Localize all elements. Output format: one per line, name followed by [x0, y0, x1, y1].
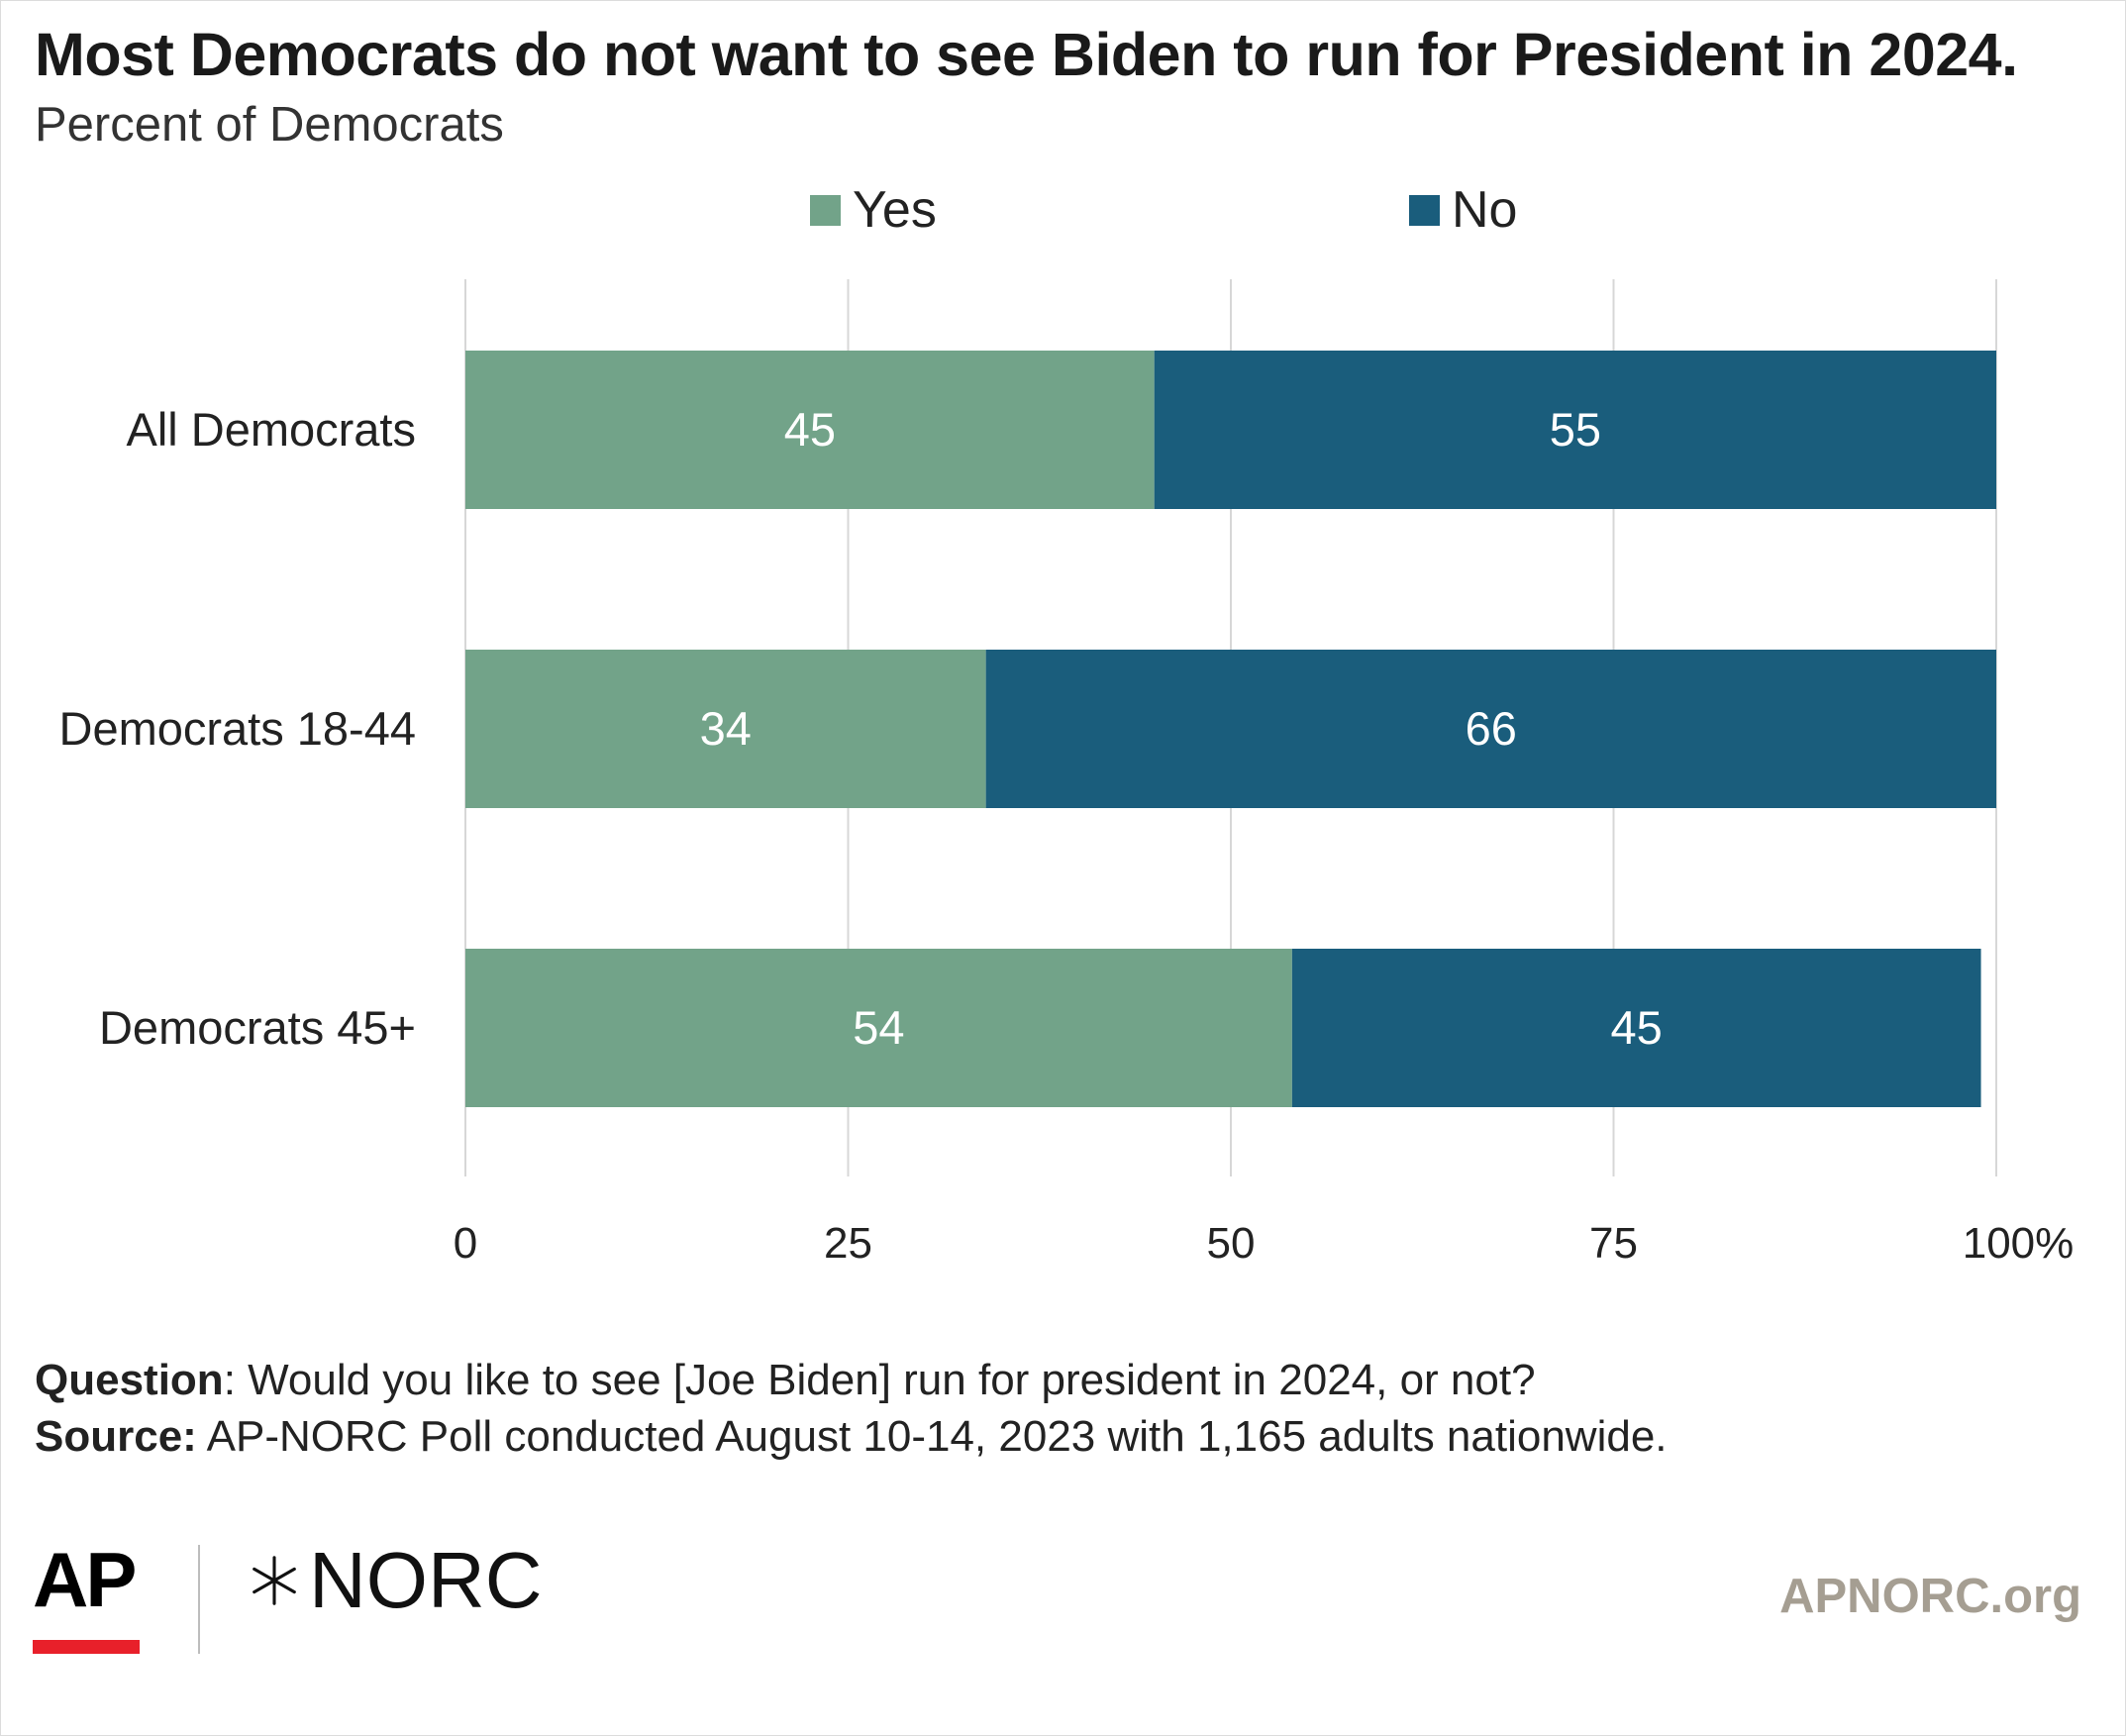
logo-divider	[198, 1545, 200, 1654]
norc-star-icon	[253, 1556, 296, 1605]
chart-title: Most Democrats do not want to see Biden …	[35, 21, 2018, 88]
data-label-no: 45	[1611, 1001, 1663, 1054]
legend-label-yes: Yes	[853, 181, 937, 239]
ap-logo-underline	[33, 1640, 140, 1654]
x-tick-label-75: 75	[1589, 1219, 1638, 1268]
bar-no	[1291, 949, 1981, 1107]
bar-chart: 0 25 50 75 100% All Democrats 45 55 Democrats 18…	[59, 279, 2075, 1268]
legend-swatch-yes	[810, 194, 841, 226]
legend-item-yes: Yes	[810, 180, 937, 240]
question-line: Question: Would you like to see [Joe Bid…	[35, 1352, 1668, 1408]
bar-yes	[465, 949, 1292, 1107]
bar-yes	[465, 351, 1155, 509]
data-label-no: 66	[1466, 702, 1517, 755]
source-text: AP-NORC Poll conducted August 10-14, 202…	[196, 1412, 1668, 1461]
legend-item-no: No	[1409, 180, 1517, 240]
ap-logo: AP	[33, 1536, 137, 1623]
norc-logo: NORC	[246, 1535, 543, 1626]
bar-no	[985, 650, 1996, 808]
legend-swatch-no	[1409, 194, 1440, 226]
data-label-yes: 34	[700, 702, 752, 755]
data-label-no: 55	[1550, 403, 1601, 456]
category-label: Democrats 45+	[99, 1001, 416, 1054]
question-text: : Would you like to see [Joe Biden] run …	[223, 1356, 1536, 1404]
category-label: All Democrats	[126, 403, 416, 456]
site-url: APNORC.org	[1779, 1570, 2081, 1623]
source-label: Source:	[35, 1412, 197, 1461]
chart-subtitle: Percent of Democrats	[35, 98, 504, 152]
x-tick-label-25: 25	[824, 1219, 872, 1268]
footer-notes: Question: Would you like to see [Joe Bid…	[35, 1352, 1668, 1465]
bar-no	[1154, 351, 1996, 509]
data-label-yes: 54	[853, 1001, 904, 1054]
legend-label-no: No	[1452, 181, 1518, 239]
bar-yes	[465, 650, 986, 808]
data-label-yes: 45	[784, 403, 836, 456]
x-tick-label-50: 50	[1207, 1219, 1256, 1268]
category-label: Democrats 18-44	[59, 702, 417, 755]
norc-logo-text: NORC	[309, 1536, 543, 1624]
x-tick-label-100: 100%	[1963, 1219, 2075, 1268]
question-label: Question	[35, 1356, 224, 1404]
x-tick-label-0: 0	[454, 1219, 477, 1268]
source-line: Source: AP-NORC Poll conducted August 10…	[35, 1408, 1668, 1465]
